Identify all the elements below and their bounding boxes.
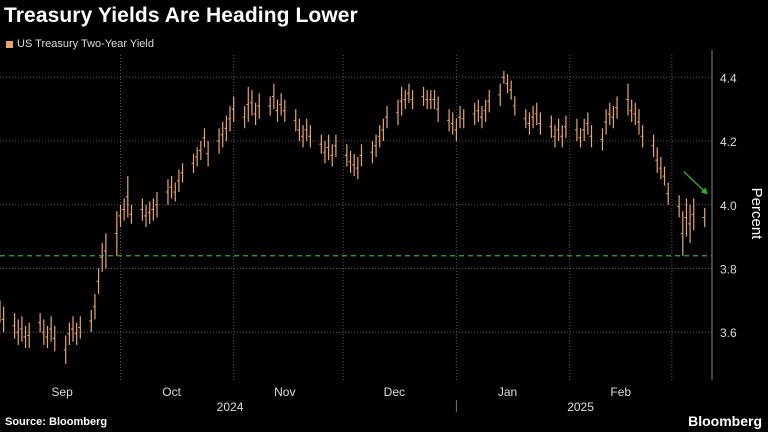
x-tick-label: Nov — [274, 385, 295, 399]
y-tick-label: 3.6 — [720, 326, 737, 340]
bloomberg-logo: Bloomberg — [688, 413, 762, 429]
annotation-arrowhead — [700, 187, 708, 195]
annotations — [0, 171, 712, 257]
y-tick-label: 4.0 — [720, 199, 737, 213]
legend: US Treasury Two-Year Yield — [6, 38, 154, 50]
series-bars — [0, 70, 706, 365]
x-tick-label: Sep — [51, 385, 73, 399]
chart-title: Treasury Yields Are Heading Lower — [4, 4, 358, 27]
y-tick-label: 4.2 — [720, 135, 737, 149]
x-year-label: 2024 — [217, 400, 244, 414]
x-year-label: 2025 — [567, 400, 594, 414]
x-tick-label: Jan — [498, 385, 517, 399]
axes: 3.6 3.8 4.0 4.2 4.4 Percent Sep Oct Nov Dec Jan Feb… — [51, 50, 765, 414]
y-tick-label: 4.4 — [720, 71, 737, 85]
y-tick-label: 3.8 — [720, 262, 737, 276]
source-note: Source: Bloomberg — [5, 416, 108, 428]
grid — [0, 55, 712, 380]
x-tick-label: Dec — [384, 385, 405, 399]
x-tick-label: Feb — [610, 385, 631, 399]
y-axis-label: Percent — [748, 188, 765, 241]
legend-swatch — [6, 40, 13, 48]
legend-label: US Treasury Two-Year Yield — [17, 38, 154, 50]
annotation-arrow — [683, 171, 707, 193]
x-tick-label: Oct — [162, 385, 181, 399]
